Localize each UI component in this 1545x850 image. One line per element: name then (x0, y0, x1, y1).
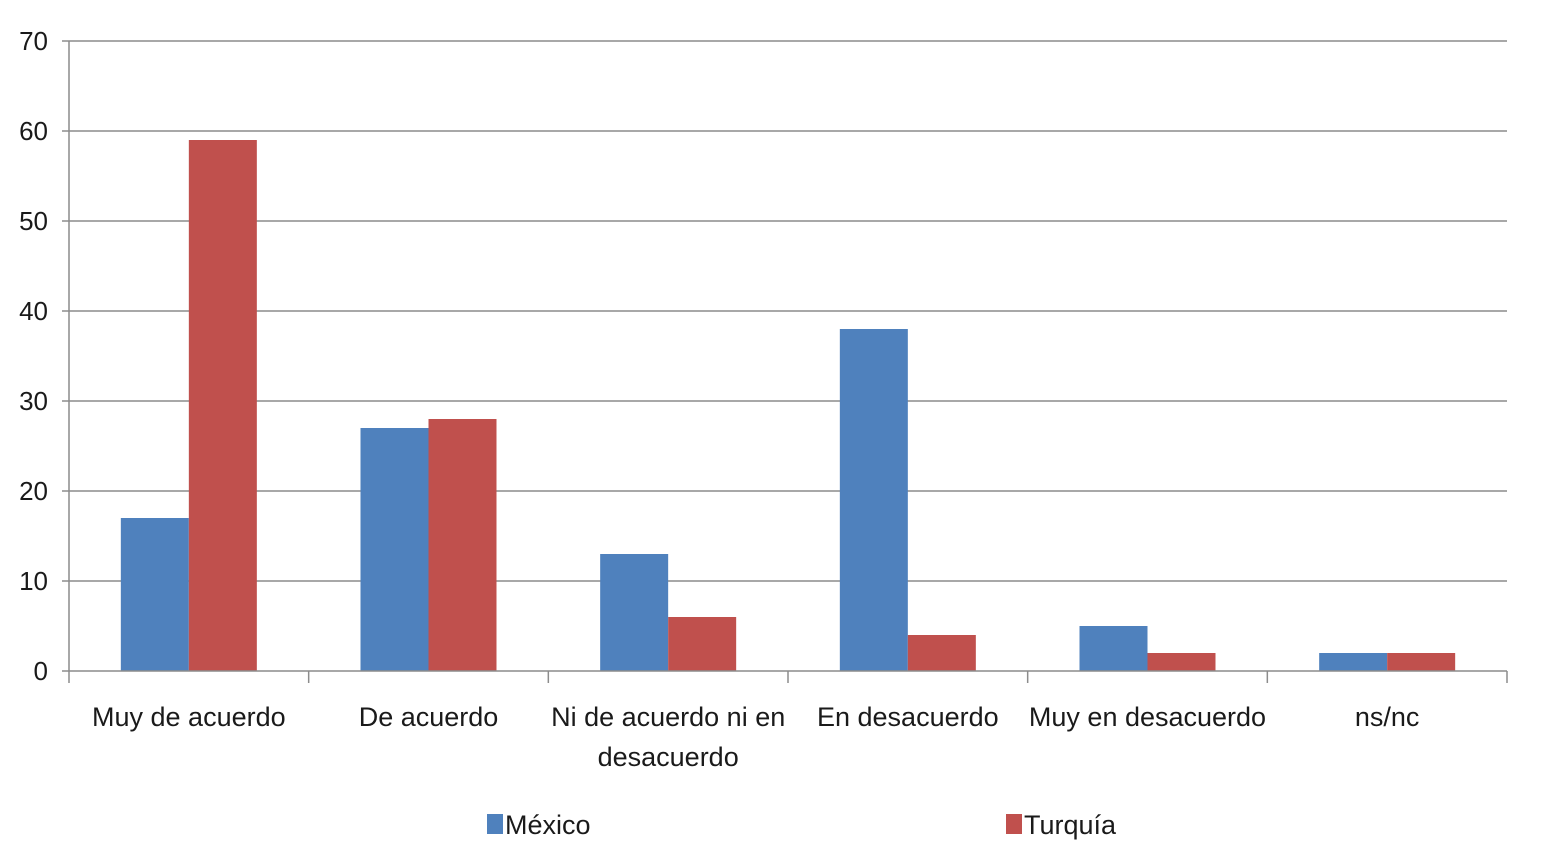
bar-series-1 (839, 329, 908, 671)
category-label: De acuerdo (359, 702, 499, 732)
bars (120, 140, 1456, 671)
y-tick-label: 70 (19, 26, 48, 56)
category-labels: Muy de acuerdo De acuerdo Ni de acuerdo ni… (92, 702, 1419, 772)
bar-series-1 (600, 554, 669, 671)
y-tick-label: 50 (19, 206, 48, 236)
category-label: En desacuerdo (817, 702, 999, 732)
gridlines (69, 40, 1507, 582)
bar-series-2 (428, 419, 497, 671)
category-label: Muy en desacuerdo (1029, 702, 1266, 732)
bar-series-2 (668, 617, 737, 671)
y-tick-label: 40 (19, 296, 48, 326)
bar-series-2 (907, 635, 976, 671)
bar-series-1 (1319, 653, 1388, 671)
legend-swatch (1006, 814, 1022, 834)
bar-series-1 (360, 428, 429, 671)
y-tick-label: 0 (34, 656, 48, 686)
bar-series-2 (1147, 653, 1216, 671)
legend-label: México (505, 810, 591, 840)
bar-series-2 (188, 140, 257, 671)
y-tick-label: 60 (19, 116, 48, 146)
y-tick-label: 10 (19, 566, 48, 596)
bar-series-2 (1387, 653, 1456, 671)
x-axis (68, 41, 1508, 683)
legend: México Turquía (487, 810, 1117, 840)
legend-swatch (487, 814, 503, 834)
category-label: Ni de acuerdo ni en desacuerdo (551, 702, 785, 772)
y-tick-label: 20 (19, 476, 48, 506)
bar-series-1 (120, 518, 189, 671)
category-label: ns/nc (1355, 702, 1420, 732)
legend-label: Turquía (1024, 810, 1117, 840)
y-tick-label: 30 (19, 386, 48, 416)
bar-series-1 (1079, 626, 1148, 671)
category-label: Muy de acuerdo (92, 702, 286, 732)
y-axis-ticks: 0 10 20 30 40 50 60 70 (19, 26, 69, 686)
